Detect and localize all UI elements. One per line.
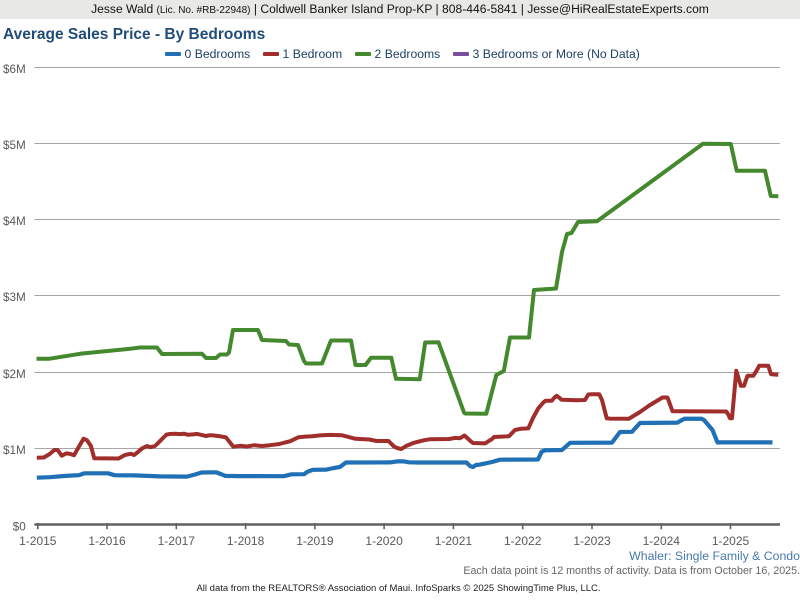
svg-text:1-2024: 1-2024: [643, 534, 681, 548]
svg-text:$6M: $6M: [3, 63, 26, 76]
svg-text:1-2020: 1-2020: [365, 534, 403, 548]
svg-text:1-2025: 1-2025: [712, 534, 750, 548]
svg-text:$5M: $5M: [3, 139, 26, 152]
svg-text:$2M: $2M: [3, 368, 26, 381]
svg-text:1-2016: 1-2016: [88, 534, 126, 548]
svg-text:1-2021: 1-2021: [435, 534, 473, 548]
svg-text:$4M: $4M: [3, 215, 26, 228]
svg-text:1-2023: 1-2023: [573, 534, 611, 548]
svg-text:1-2022: 1-2022: [504, 534, 542, 548]
svg-text:$1M: $1M: [3, 444, 26, 457]
svg-text:1-2015: 1-2015: [19, 534, 57, 548]
svg-text:$3M: $3M: [3, 291, 26, 304]
svg-text:$0: $0: [13, 520, 27, 533]
svg-text:1-2017: 1-2017: [158, 534, 196, 548]
svg-text:1-2018: 1-2018: [227, 534, 265, 548]
svg-text:1-2019: 1-2019: [296, 534, 334, 548]
